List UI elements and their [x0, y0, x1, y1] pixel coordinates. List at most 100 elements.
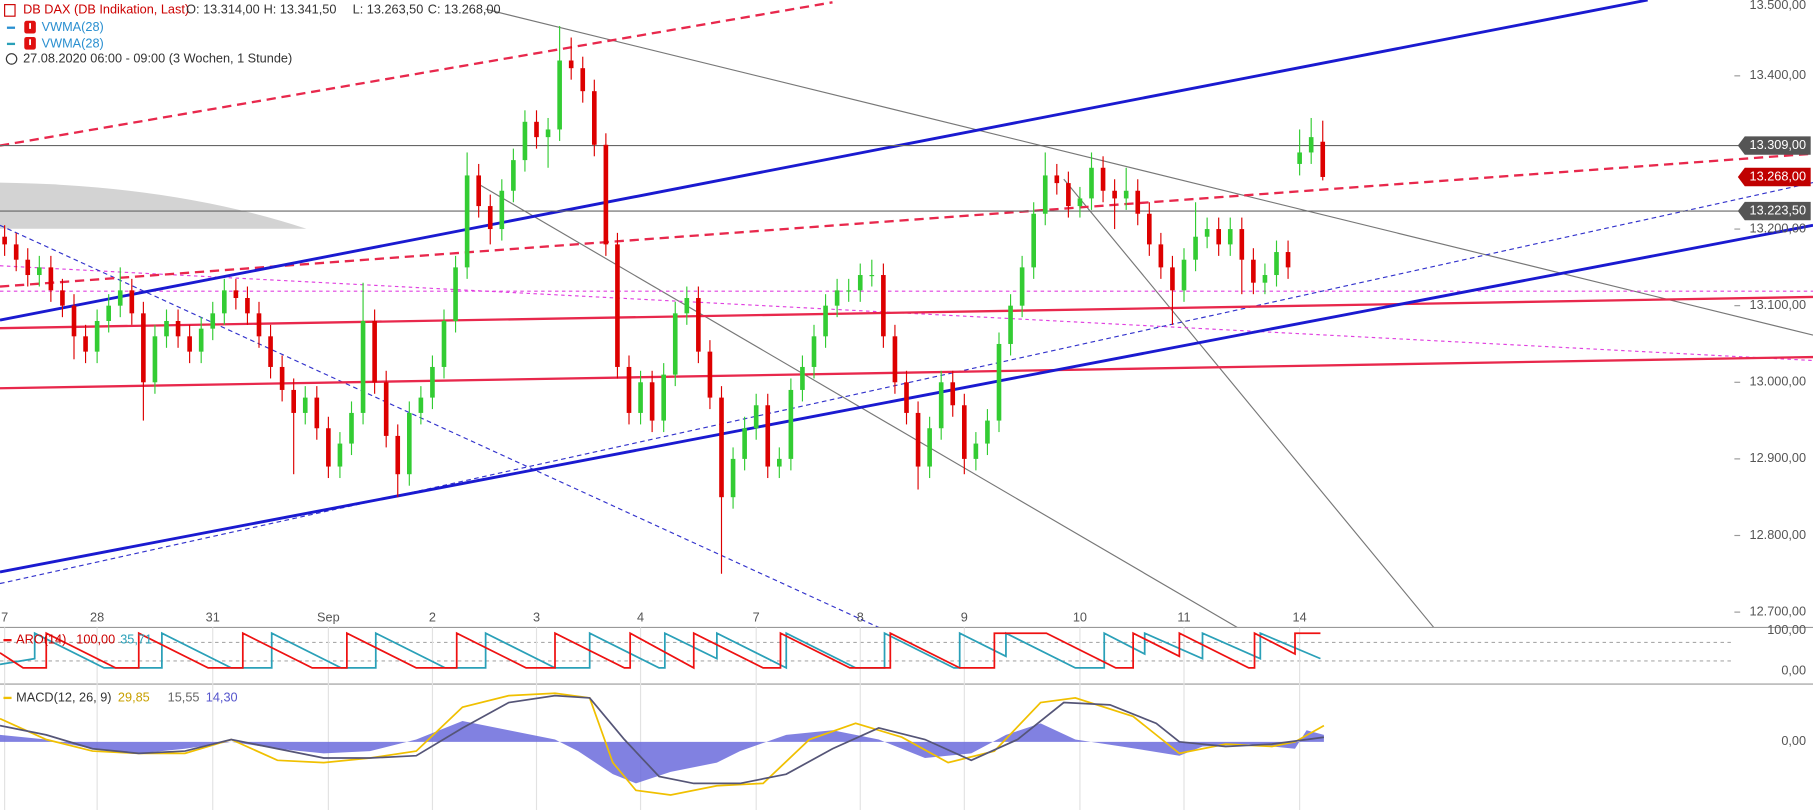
candle-body	[1147, 213, 1152, 245]
aroon-down-value: 35,71	[120, 632, 152, 647]
candle-body	[996, 343, 1002, 421]
candle-body	[1297, 152, 1302, 164]
candle-body	[1019, 267, 1025, 306]
candle-body	[106, 305, 111, 321]
candles	[2, 26, 1326, 574]
candle-body	[962, 405, 967, 459]
candle-body	[742, 428, 747, 459]
trend-line	[0, 224, 879, 628]
y-tick-label: 12.900,00	[1750, 450, 1807, 465]
y-tick-label: 13.500,00	[1750, 0, 1807, 12]
y-tick-label: 12.800,00	[1750, 527, 1807, 542]
candle-body	[129, 290, 135, 314]
candle-body	[383, 382, 389, 436]
candle-body	[1285, 252, 1291, 268]
price-tag	[1737, 167, 1811, 187]
candle-body	[568, 60, 574, 69]
price-tag	[1737, 136, 1811, 155]
candle-body	[256, 313, 262, 337]
candle-body	[71, 305, 77, 337]
x-tick-label: 9	[961, 610, 968, 625]
candle-body	[696, 298, 701, 352]
candle-body	[1112, 190, 1117, 199]
candle-body	[187, 336, 192, 352]
candle-body	[1320, 141, 1326, 177]
candle-body	[592, 91, 597, 145]
price-tag-label: 13.223,50	[1750, 202, 1807, 217]
candle-body	[846, 290, 851, 292]
y-tick-label: 13.000,00	[1750, 374, 1807, 389]
candle-body	[615, 244, 620, 367]
candle-body	[672, 313, 678, 375]
candle-body	[638, 382, 643, 413]
candle-body	[233, 290, 239, 299]
candle-body	[545, 129, 551, 138]
candle-body	[684, 298, 690, 314]
candle-body	[765, 405, 771, 467]
candle-body	[730, 458, 736, 498]
candle-body	[418, 397, 424, 413]
candle-body	[13, 244, 19, 260]
y-tick-label: 12.700,00	[1750, 603, 1807, 618]
candle-body	[938, 382, 944, 429]
trend-line	[0, 1, 833, 147]
candle-body	[1123, 190, 1129, 199]
aroon-tick-label: 0,00	[1781, 663, 1806, 678]
x-tick-label: 3	[533, 610, 540, 625]
candle-body	[1135, 190, 1141, 214]
x-tick-label: 28	[90, 610, 104, 625]
macd-label: MACD(12, 26, 9)	[16, 689, 111, 704]
aroon-label: ARO(14)	[16, 632, 66, 647]
x-tick-label: 8	[857, 610, 864, 625]
candle-body	[915, 412, 921, 467]
trend-line	[0, 0, 1648, 322]
candle-body	[511, 160, 516, 191]
macd-histogram	[0, 721, 1324, 784]
candle-body	[557, 60, 562, 130]
ohlc-high: H: 13.341,50	[264, 2, 337, 17]
candle-body	[337, 443, 343, 467]
candle-body	[1274, 252, 1279, 276]
candle-body	[175, 320, 181, 337]
candle-body	[1077, 198, 1083, 207]
candle-body	[1204, 229, 1210, 237]
candle-body	[37, 267, 42, 276]
candle-body	[1239, 229, 1245, 260]
candle-body	[1227, 229, 1233, 245]
candle-body	[1089, 167, 1094, 199]
range: (3 Wochen, 1 Stunde)	[169, 50, 292, 65]
candle-body	[464, 175, 470, 268]
candle-body	[661, 374, 666, 421]
candle-body	[279, 366, 285, 390]
candle-body	[83, 336, 88, 352]
candle-body	[1100, 167, 1106, 191]
candle-body	[314, 397, 320, 429]
candle-body	[372, 320, 377, 383]
candle-body	[326, 428, 331, 467]
candle-body	[603, 144, 609, 245]
x-tick-label: 7	[753, 610, 760, 625]
candle-body	[407, 412, 412, 475]
candle-body	[164, 320, 169, 337]
candle-body	[395, 435, 401, 475]
candle-body	[1042, 175, 1048, 214]
candle-body	[649, 382, 655, 421]
candle-body	[1193, 236, 1198, 260]
candle-body	[950, 382, 956, 406]
candle-body	[1031, 213, 1036, 268]
x-tick-label: Sep	[317, 610, 340, 625]
ohlc-low: L: 13.263,50	[353, 2, 424, 17]
candle-body	[1066, 183, 1071, 207]
candle-body	[985, 420, 990, 444]
candle-body	[800, 366, 805, 390]
candle-body	[834, 290, 840, 306]
candle-body	[430, 366, 435, 398]
candle-body	[1262, 275, 1268, 283]
candle-body	[152, 336, 158, 383]
candle-body	[210, 313, 216, 329]
candle-body	[360, 320, 366, 413]
candle-body	[869, 275, 875, 277]
macd-tick-label: 0,00	[1781, 733, 1806, 748]
candle-body	[476, 175, 481, 207]
candle-body	[1158, 244, 1164, 268]
